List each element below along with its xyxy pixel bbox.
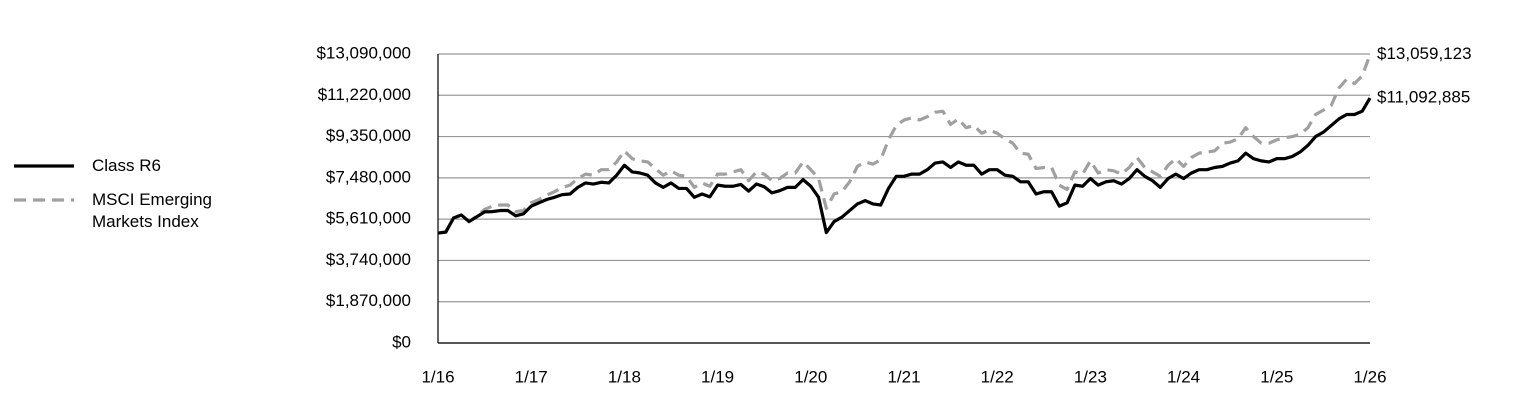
y-tick-label: $0 — [392, 332, 411, 351]
legend: Class R6 MSCI Emerging Markets Index — [14, 155, 252, 245]
x-tick-label: 1/22 — [981, 367, 1014, 386]
x-tick-label: 1/20 — [794, 367, 827, 386]
x-tick-label: 1/26 — [1353, 367, 1386, 386]
x-tick-label: 1/18 — [608, 367, 641, 386]
x-tick-label: 1/19 — [701, 367, 734, 386]
x-tick-label: 1/25 — [1260, 367, 1293, 386]
legend-swatch — [14, 198, 74, 202]
y-tick-label: $5,610,000 — [326, 209, 411, 228]
y-tick-label: $7,480,000 — [326, 167, 411, 186]
y-tick-label: $1,870,000 — [326, 291, 411, 310]
x-tick-label: 1/16 — [421, 367, 454, 386]
series-line — [437, 54, 1372, 235]
value-label: $13,059,123 — [1377, 44, 1472, 63]
series-line — [437, 97, 1372, 235]
y-tick-label: $3,740,000 — [326, 250, 411, 269]
x-tick-label: 1/23 — [1074, 367, 1107, 386]
legend-label: MSCI Emerging Markets Index — [92, 190, 212, 231]
legend-entry: MSCI Emerging Markets Index — [14, 189, 252, 233]
x-tick-label: 1/17 — [515, 367, 548, 386]
x-tick-label: 1/21 — [887, 367, 920, 386]
value-label: $11,092,885 — [1377, 88, 1470, 107]
legend-swatch — [14, 164, 74, 168]
y-tick-label: $13,090,000 — [316, 43, 411, 62]
legend-entry: Class R6 — [14, 155, 252, 177]
y-tick-label: $9,350,000 — [326, 126, 411, 145]
y-tick-label: $11,220,000 — [318, 85, 411, 104]
legend-label: Class R6 — [92, 156, 161, 175]
x-tick-label: 1/24 — [1167, 367, 1200, 386]
